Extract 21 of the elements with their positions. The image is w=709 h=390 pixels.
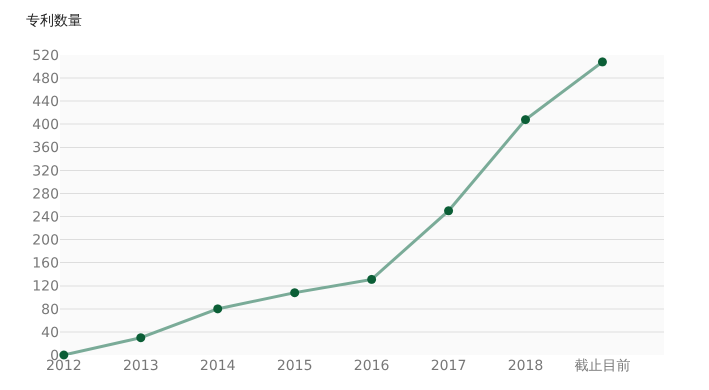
y-tick-label: 40 — [41, 324, 59, 341]
x-tick-label: 2017 — [430, 358, 466, 374]
y-tick-label: 280 — [32, 186, 59, 202]
x-tick-label: 2014 — [200, 358, 236, 374]
y-tick-label: 200 — [32, 232, 59, 249]
x-tick-label: 2015 — [276, 358, 312, 374]
y-tick-label: 480 — [32, 70, 59, 87]
x-tick-label: 2016 — [354, 358, 390, 374]
y-tick-label: 80 — [41, 302, 59, 318]
y-tick-label: 160 — [32, 256, 59, 272]
x-tick-label: 2018 — [508, 358, 544, 374]
y-tick-label: 120 — [32, 278, 59, 295]
y-tick-label: 240 — [32, 209, 59, 226]
y-tick-label: 520 — [32, 48, 59, 64]
y-tick-label: 400 — [32, 117, 59, 134]
y-tick-label: 320 — [32, 163, 59, 180]
y-axis-title: 专利数量 — [26, 13, 82, 29]
y-tick-label: 440 — [32, 94, 59, 110]
x-tick-label: 2013 — [122, 358, 159, 374]
y-tick-label: 360 — [32, 140, 59, 156]
x-tick-label: 截止目前 — [574, 358, 630, 374]
